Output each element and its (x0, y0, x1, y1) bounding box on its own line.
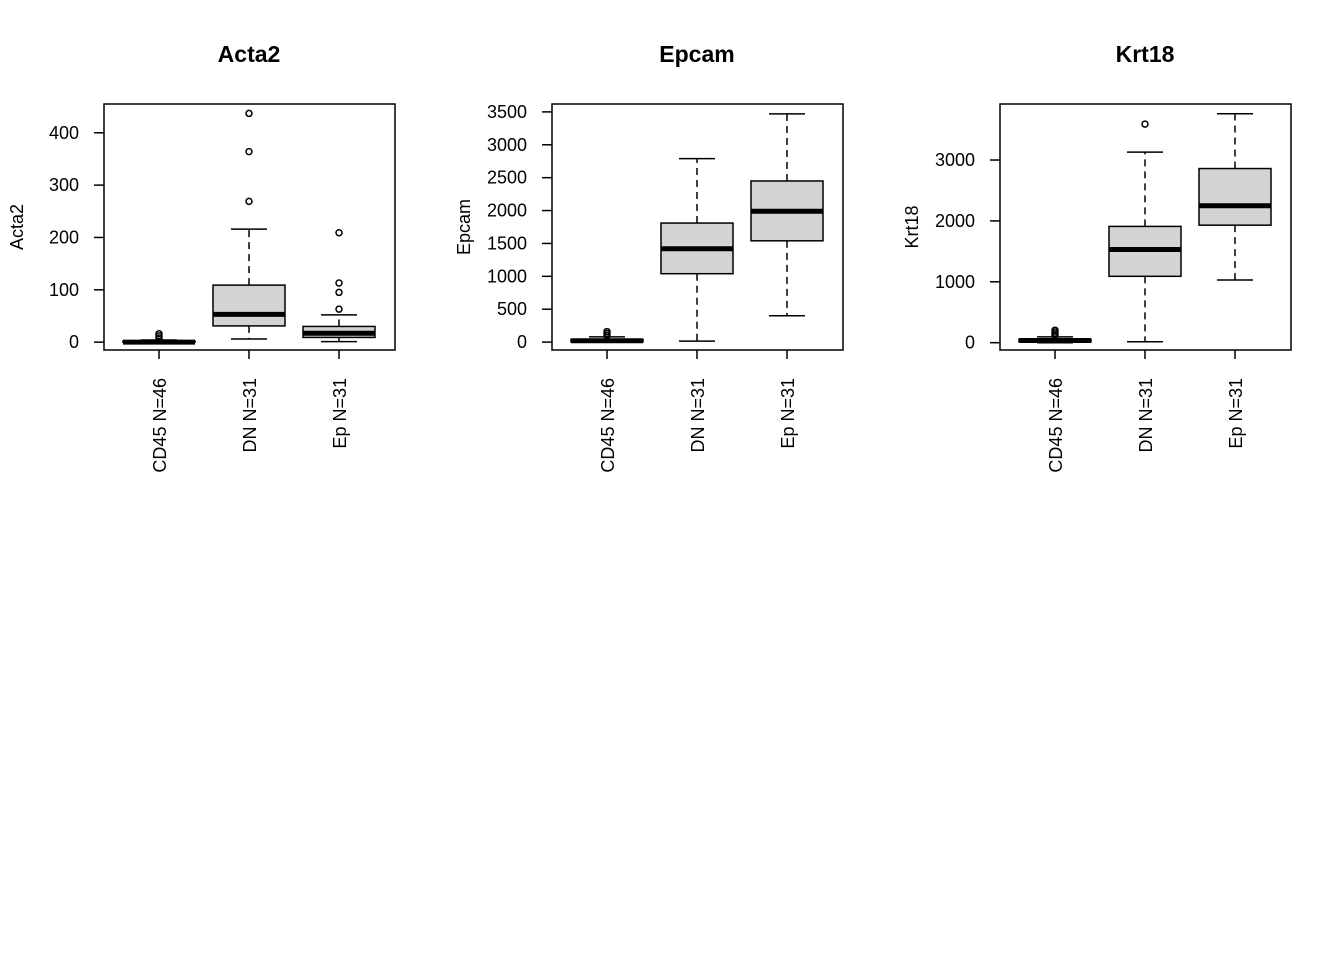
box-cd45 (1018, 326, 1092, 344)
x-tick-label-dn: DN N=31 (1136, 378, 1156, 453)
y-tick-label: 0 (517, 332, 527, 352)
box-cd45 (570, 327, 644, 344)
x-tick-label-ep: Ep N=31 (778, 378, 798, 449)
y-axis: 0 500 1000 1500 2000 2500 3000 3500 (487, 102, 788, 359)
panel-title: Krt18 (1116, 41, 1175, 67)
y-axis: 0 100 200 300 400 (49, 123, 340, 359)
y-axis-label: Epcam (454, 199, 474, 255)
y-axis: 0 1000 2000 3000 (935, 150, 1236, 359)
iqr-box (212, 284, 286, 327)
iqr-box (1198, 167, 1272, 226)
outlier-point (1141, 120, 1149, 128)
y-tick-label: 100 (49, 280, 79, 300)
outlier-point (1051, 326, 1059, 334)
outlier-point (603, 327, 611, 336)
y-tick-label: 0 (69, 332, 79, 352)
box-dn (660, 157, 734, 342)
outlier-point (155, 330, 163, 338)
x-tick-label-cd45: CD45 N=46 (598, 378, 618, 473)
panel-title: Epcam (659, 41, 734, 67)
x-tick-label-cd45: CD45 N=46 (150, 378, 170, 473)
y-tick-label: 1000 (487, 266, 527, 286)
outlier-point (335, 279, 343, 287)
y-axis-label: Acta2 (7, 204, 27, 250)
box-ep (1198, 112, 1272, 281)
box-dn (212, 109, 286, 340)
y-tick-label: 200 (49, 227, 79, 247)
plot-area (999, 103, 1292, 351)
plot-area (103, 103, 396, 351)
x-tick-label-dn: DN N=31 (240, 378, 260, 453)
x-tick-label-ep: Ep N=31 (1226, 378, 1246, 449)
outlier-point (335, 288, 343, 297)
panel-epcam: Epcam Epcam CD45 N=46 DN N=31 Ep N=31 0 5… (454, 41, 844, 473)
y-tick-label: 2500 (487, 168, 527, 188)
x-tick-label-dn: DN N=31 (688, 378, 708, 453)
y-tick-label: 3000 (487, 135, 527, 155)
y-tick-label: 2000 (935, 211, 975, 231)
y-tick-label: 0 (965, 333, 975, 353)
outlier-point (245, 109, 253, 118)
box-ep (302, 229, 376, 343)
x-tick-label-cd45: CD45 N=46 (1046, 378, 1066, 473)
y-tick-label: 3000 (935, 150, 975, 170)
panel-acta2: Acta2 Acta2 CD45 N=46 DN N=31 Ep N=31 0 1… (7, 41, 396, 473)
y-tick-label: 300 (49, 175, 79, 195)
outlier-point (245, 197, 253, 206)
box-ep (750, 113, 824, 317)
y-axis-label: Krt18 (902, 205, 922, 248)
y-tick-label: 400 (49, 123, 79, 143)
y-tick-label: 500 (497, 299, 527, 319)
panel-krt18: Krt18 Krt18 CD45 N=46 DN N=31 Ep N=31 0 1… (902, 41, 1292, 473)
box-dn (1108, 120, 1182, 343)
y-tick-label: 1000 (935, 272, 975, 292)
y-tick-label: 1500 (487, 233, 527, 253)
outlier-point (245, 147, 253, 156)
panel-title: Acta2 (218, 41, 281, 67)
y-tick-label: 3500 (487, 102, 527, 122)
outlier-point (335, 305, 343, 313)
y-tick-label: 2000 (487, 201, 527, 221)
outlier-point (335, 229, 343, 237)
x-tick-label-ep: Ep N=31 (330, 378, 350, 449)
box-cd45 (122, 330, 196, 345)
